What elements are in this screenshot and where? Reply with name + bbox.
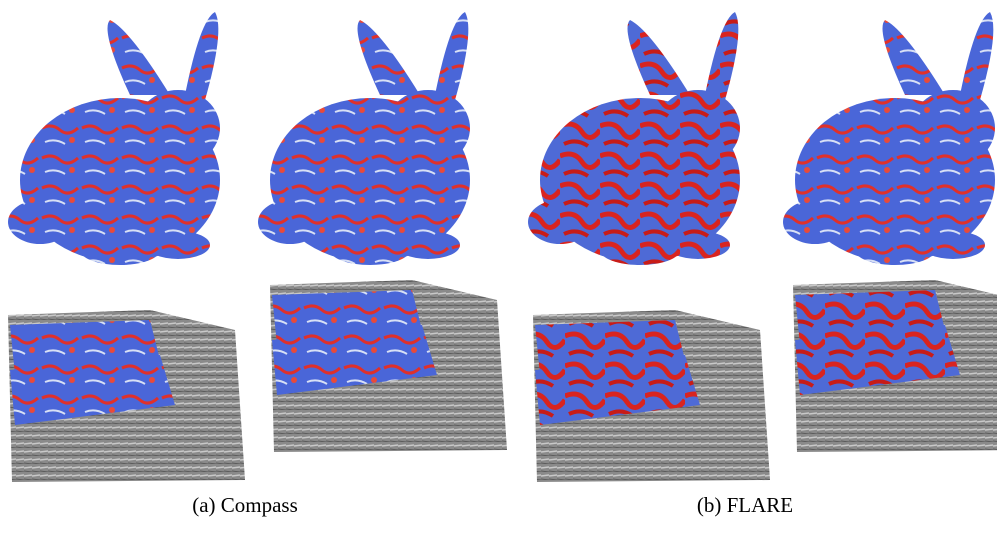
figure: (a) Compass (b) FLARE <box>0 0 997 529</box>
caption: (a) Compass <box>192 493 298 517</box>
sofa-compass-2 <box>270 280 507 452</box>
bunny-compass-1 <box>8 12 220 265</box>
sofa-flare-1 <box>533 310 770 482</box>
bunny-flare-1 <box>528 12 740 265</box>
bunny-flare-2 <box>783 12 995 265</box>
sofa-compass-1 <box>8 310 245 482</box>
bunny-compass-2 <box>258 12 470 265</box>
caption: (b) FLARE <box>697 493 793 517</box>
sofa-flare-2 <box>793 280 997 452</box>
